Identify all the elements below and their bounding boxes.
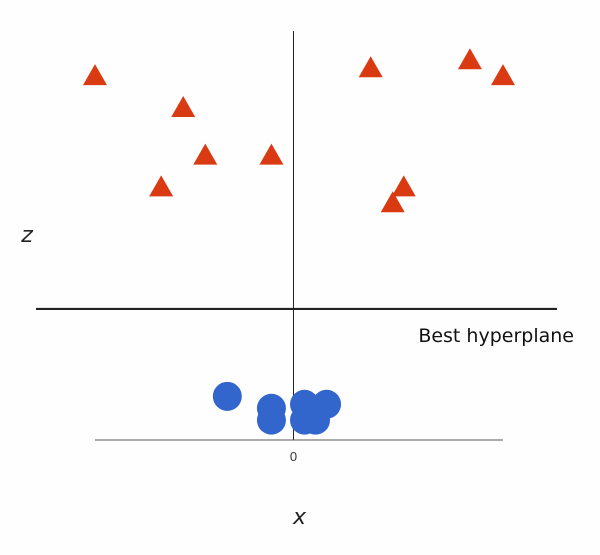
data-marks [83, 48, 515, 435]
hyperplane-annotation: Best hyperplane [418, 325, 574, 347]
triangle-point [457, 48, 482, 70]
triangle-point [358, 56, 383, 78]
triangle-point [259, 143, 284, 165]
x-tick-label: 0 [290, 449, 297, 464]
triangle-point [171, 95, 196, 117]
circle-point [256, 405, 286, 435]
triangle-point [491, 64, 515, 86]
triangle-point [83, 64, 107, 86]
z-axis-label: z [20, 223, 33, 248]
circle-point [301, 405, 331, 435]
circle-point [212, 381, 242, 411]
triangle-point [380, 191, 405, 213]
x-axis-label: x [292, 505, 307, 530]
triangle-point [193, 143, 218, 165]
triangle-point [149, 175, 174, 197]
triangle-point [391, 175, 416, 197]
